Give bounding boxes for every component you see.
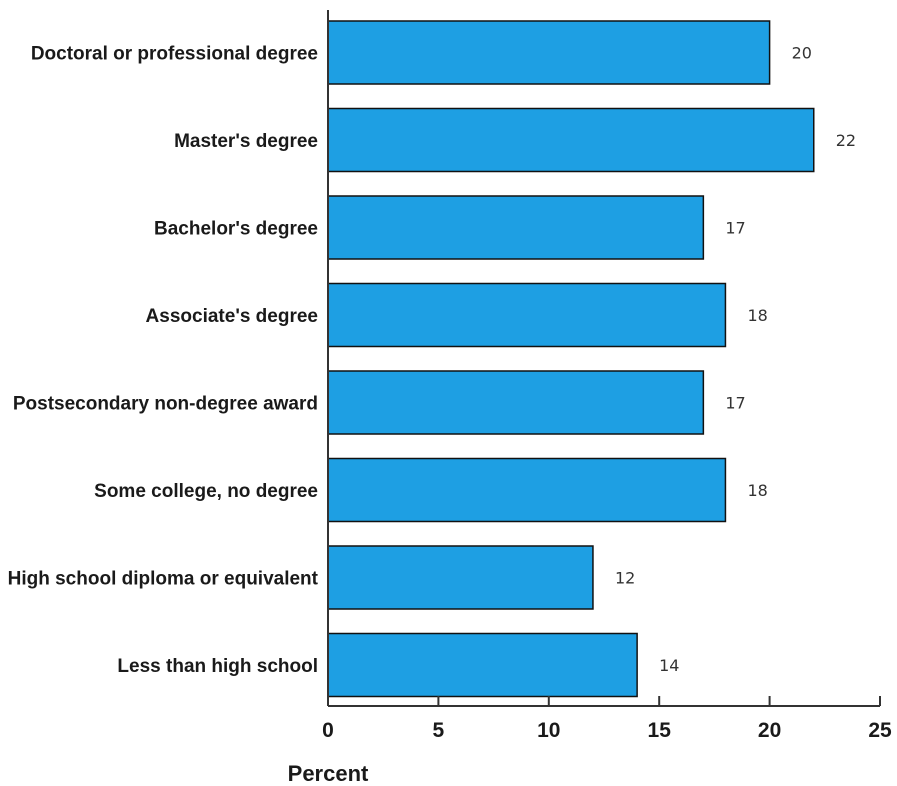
bar-some-college-no-degree [327,457,727,523]
category-label-associate-s-degree: Associate's degree [146,306,318,327]
bar-postsecondary-non-degree-award [327,370,705,435]
category-labels: Doctoral or professional degree Master's … [8,44,319,678]
bar-associate-s-degree [327,282,727,348]
value-labels: 20 22 17 18 17 18 12 14 [615,44,856,676]
bar-doctoral-or-professional-degree [327,20,771,85]
category-label-master-s-degree: Master's degree [174,131,318,152]
value-label-associate-s-degree: 18 [747,306,767,325]
bar-less-than-high-school [327,632,638,698]
x-tick-label-5: 5 [433,719,445,742]
bar-master-s-degree [327,107,815,173]
bar-bachelor-s-degree [327,195,705,260]
category-label-postsecondary-non-degree-award: Postsecondary non-degree award [13,394,318,415]
value-label-doctoral-or-professional-degree: 20 [792,44,812,63]
x-axis-title: Percent [288,761,369,786]
x-tick-label-20: 20 [758,719,781,742]
category-label-doctoral-or-professional-degree: Doctoral or professional degree [31,44,318,65]
bar-high-school-diploma-or-equivalent [327,545,594,610]
bars-group [327,20,815,698]
value-label-high-school-diploma-or-equivalent: 12 [615,569,635,588]
x-tick-label-10: 10 [537,719,560,742]
x-tick-label-15: 15 [648,719,672,742]
x-axis-ticks: 0 5 10 15 20 25 [322,696,892,742]
x-tick-label-25: 25 [868,719,892,742]
category-label-less-than-high-school: Less than high school [117,656,318,677]
value-label-bachelor-s-degree: 17 [725,219,745,238]
x-tick-label-0: 0 [322,719,334,742]
category-label-high-school-diploma-or-equivalent: High school diploma or equivalent [8,569,319,590]
category-label-some-college-no-degree: Some college, no degree [94,481,318,502]
value-label-master-s-degree: 22 [836,131,856,150]
value-label-some-college-no-degree: 18 [747,481,767,500]
category-label-bachelor-s-degree: Bachelor's degree [154,219,318,240]
value-label-less-than-high-school: 14 [659,656,679,675]
value-label-postsecondary-non-degree-award: 17 [725,394,745,413]
